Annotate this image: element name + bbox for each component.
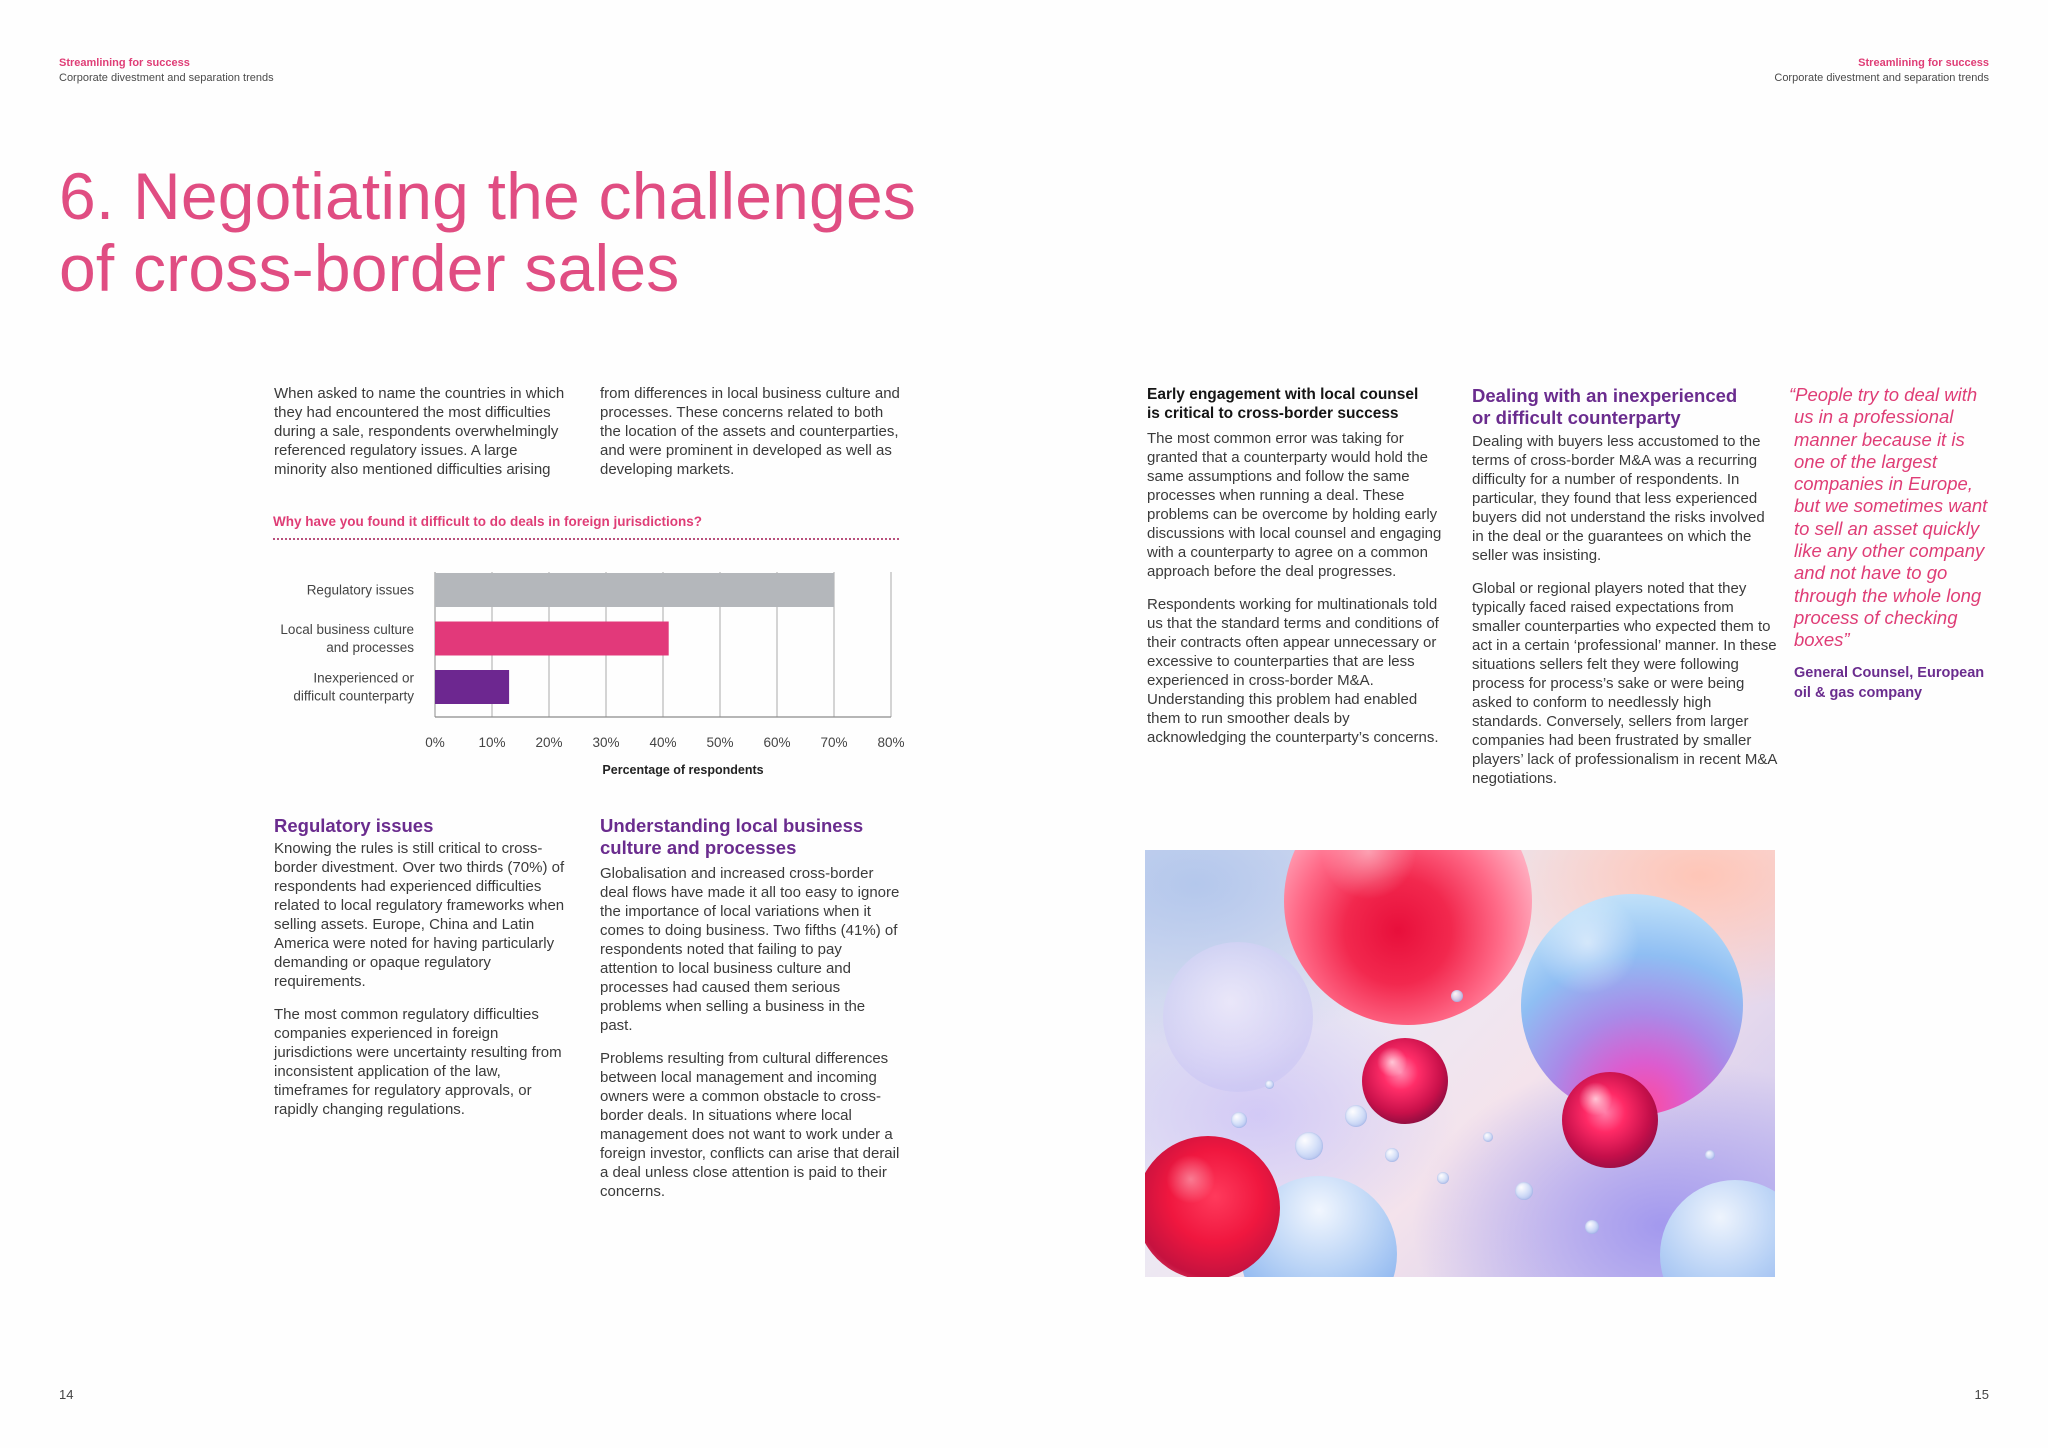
section-paragraph: Globalisation and increased cross-border… — [600, 865, 900, 1034]
section-heading: Dealing with an inexperienced or difficu… — [1472, 385, 1738, 428]
pull-quote: “People try to deal with us in a profess… — [1789, 384, 1989, 703]
section-heading: Understanding local business culture and… — [600, 815, 864, 858]
small-bubble — [1265, 1080, 1274, 1089]
x-tick-label: 30% — [592, 735, 619, 750]
blue-sphere — [1660, 1180, 1775, 1277]
section-early-engagement: Early engagement with local counsel is c… — [1147, 385, 1447, 761]
lavender-sphere — [1163, 942, 1313, 1092]
category-label: Inexperienced or difficult counterparty — [293, 671, 414, 704]
running-header-right: Streamlining for success Corporate dives… — [1774, 56, 1989, 86]
section-paragraph: Dealing with buyers less accustomed to t… — [1472, 433, 1765, 564]
section-paragraph: The most common regulatory difficulties … — [274, 1006, 562, 1118]
small-bubble — [1705, 1150, 1715, 1160]
abstract-bubbles-photo — [1145, 850, 1775, 1277]
bar-inexperienced-or-difficult-counterparty — [435, 670, 510, 704]
x-tick-label: 70% — [820, 735, 847, 750]
intro-paragraph: When asked to name the countries in whic… — [274, 385, 565, 478]
small-bubble — [1295, 1132, 1323, 1160]
bar-chart: 0% 10% 20% 30% 40% 50% 60% 70% 80% Regulatory iss… — [280, 572, 905, 777]
small-bubble — [1585, 1220, 1599, 1234]
pull-quote-attribution: General Counsel, European oil & gas comp… — [1794, 664, 1985, 701]
section-paragraph: Knowing the rules is still critical to c… — [274, 840, 565, 990]
x-tick-label: 60% — [763, 735, 790, 750]
page-number-left: 14 — [59, 1387, 74, 1402]
small-bubble — [1451, 990, 1463, 1002]
small-bubble — [1231, 1112, 1247, 1128]
section-paragraph: The most common error was taking for gra… — [1147, 430, 1442, 580]
section-regulatory-issues: Regulatory issues Knowing the rules is s… — [274, 815, 574, 1133]
running-header-title: Streamlining for success — [1858, 57, 1989, 69]
small-bubble — [1345, 1105, 1367, 1127]
red-sphere — [1145, 1136, 1280, 1277]
small-bubble — [1483, 1132, 1493, 1142]
running-header-title: Streamlining for success — [59, 57, 190, 69]
running-header-left: Streamlining for success Corporate dives… — [59, 56, 274, 86]
page-number-right: 15 — [1974, 1387, 1989, 1402]
section-heading: Early engagement with local counsel is c… — [1147, 386, 1419, 422]
x-axis-title: Percentage of respondents — [602, 763, 763, 777]
x-tick-label: 10% — [478, 735, 505, 750]
chart-title-divider — [273, 538, 899, 540]
chart-title: Why have you found it difficult to do de… — [273, 514, 703, 529]
red-sphere — [1362, 1038, 1448, 1124]
x-tick-label: 0% — [425, 735, 445, 750]
small-bubble — [1437, 1172, 1449, 1184]
section-paragraph: Problems resulting from cultural differe… — [600, 1050, 900, 1200]
x-tick-label: 80% — [877, 735, 904, 750]
red-sphere — [1284, 850, 1532, 1025]
section-heading: Regulatory issues — [274, 815, 434, 836]
running-header-subtitle: Corporate divestment and separation tren… — [1774, 72, 1989, 84]
small-bubble — [1515, 1182, 1533, 1200]
x-tick-label: 20% — [535, 735, 562, 750]
section-paragraph: Global or regional players noted that th… — [1472, 580, 1777, 787]
section-difficult-counterparty: Dealing with an inexperienced or difficu… — [1472, 385, 1777, 802]
small-bubble — [1385, 1148, 1399, 1162]
page-title: 6. Negotiating the challenges of cross-b… — [59, 159, 917, 305]
section-paragraph: Respondents working for multinationals t… — [1147, 596, 1439, 746]
category-label: Regulatory issues — [307, 583, 415, 598]
x-tick-label: 40% — [649, 735, 676, 750]
category-label: Local business culture and processes — [280, 622, 414, 655]
bar-local-business-culture-and-processes — [435, 621, 669, 656]
running-header-subtitle: Corporate divestment and separation tren… — [59, 72, 274, 84]
intro-paragraph-continued: from differences in local business cultu… — [600, 385, 900, 478]
red-sphere — [1562, 1072, 1658, 1168]
x-tick-label: 50% — [706, 735, 733, 750]
pull-quote-text: “People try to deal with us in a profess… — [1789, 384, 1988, 651]
section-local-business-culture: Understanding local business culture and… — [600, 815, 900, 1215]
bar-regulatory-issues — [435, 573, 834, 607]
